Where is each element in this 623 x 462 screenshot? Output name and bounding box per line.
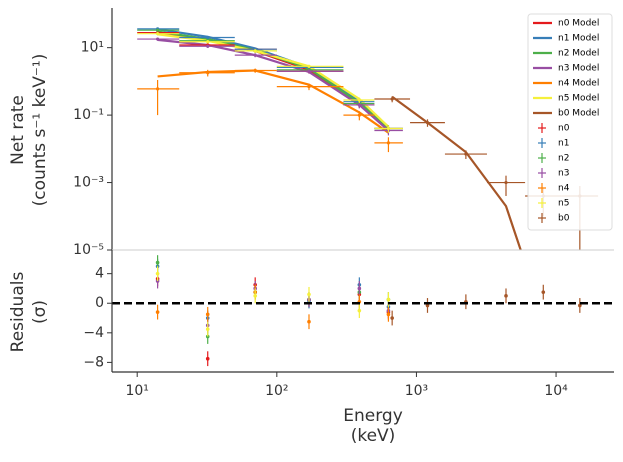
residual-point — [307, 292, 311, 297]
residual-point — [155, 310, 160, 314]
residual-y-tick-label: 0 — [95, 295, 104, 311]
residual-point — [504, 294, 508, 298]
residual-point — [253, 294, 257, 298]
y-tick-label: 10⁻¹ — [73, 107, 104, 123]
residual-point — [386, 297, 391, 302]
model-line — [157, 31, 390, 130]
data-point — [206, 35, 210, 40]
model-line — [157, 38, 390, 132]
data-point — [206, 71, 210, 75]
residual-point — [390, 316, 394, 320]
data-point — [155, 32, 160, 36]
data-point — [253, 68, 257, 73]
data-point — [425, 120, 430, 125]
residual-point — [357, 308, 362, 313]
model-line — [391, 95, 522, 250]
y-tick-label: 10⁻⁵ — [73, 242, 104, 258]
residual-point — [541, 290, 546, 294]
y-tick-label: 10¹ — [81, 40, 104, 56]
y-axis-label: Net rate — [8, 95, 28, 165]
residual-plot-area — [112, 255, 614, 367]
residual-point — [425, 303, 430, 308]
residual-point — [155, 260, 160, 265]
residual-point — [205, 312, 210, 317]
legend-label: n3 — [558, 169, 569, 179]
x-axis-label: Energy — [343, 406, 403, 426]
data-point — [386, 141, 391, 145]
legend-label: n0 Model — [558, 19, 599, 29]
legend-label: n1 Model — [558, 34, 599, 44]
data-point — [307, 64, 311, 68]
data-point — [155, 37, 160, 41]
data-point — [253, 53, 257, 57]
x-axis-label: (keV) — [351, 426, 396, 446]
data-point — [206, 44, 210, 48]
legend-label: n1 — [558, 139, 569, 149]
residual-point — [155, 279, 160, 283]
data-point — [307, 69, 311, 73]
legend-label: n2 — [558, 154, 569, 164]
data-point — [357, 113, 361, 117]
data-point — [357, 98, 361, 102]
y-tick-label: 10⁻³ — [73, 175, 104, 191]
residual-point — [357, 286, 362, 291]
legend-label: n3 Model — [558, 64, 599, 74]
residual-point — [205, 327, 210, 331]
residual-point — [578, 303, 582, 308]
legend-box — [527, 13, 613, 231]
top-plot-area — [137, 27, 599, 250]
residual-point — [307, 319, 311, 324]
data-point — [386, 126, 391, 131]
data-point — [307, 85, 311, 89]
y-axis-label: (σ) — [30, 300, 50, 324]
residual-point — [205, 356, 210, 361]
legend-label: n4 — [558, 184, 570, 194]
x-tick-label: 10³ — [405, 383, 428, 399]
data-point — [504, 180, 508, 185]
data-point — [253, 49, 257, 53]
data-point — [357, 103, 361, 107]
y-axis-label: (counts s⁻¹ keV⁻¹) — [30, 54, 50, 207]
data-point — [155, 87, 160, 91]
x-tick-label: 10¹ — [125, 383, 148, 399]
residual-y-tick-label: −8 — [83, 354, 104, 370]
residual-y-tick-label: 4 — [95, 266, 104, 282]
residual-point — [155, 271, 160, 276]
data-point — [390, 97, 394, 101]
y-axis-label: Residuals — [8, 272, 28, 353]
x-tick-label: 10² — [265, 383, 288, 399]
legend-label: n2 Model — [558, 49, 599, 59]
legend-label: b0 Model — [558, 109, 599, 119]
residual-point — [386, 312, 391, 317]
x-tick-label: 10⁴ — [544, 383, 568, 399]
data-point — [155, 28, 160, 32]
axes: 10¹ 10² 10³ 10⁴10¹10⁻¹10⁻³10⁻⁵40−4−8Energy(… — [8, 8, 614, 446]
model-line — [157, 33, 390, 128]
data-point — [206, 40, 210, 44]
legend-label: n4 Model — [558, 79, 599, 89]
data-point — [464, 152, 468, 156]
legend-label: n5 — [558, 199, 569, 209]
legend-label: n5 Model — [558, 94, 599, 104]
legend-label: b0 — [558, 214, 570, 224]
legend-label: n0 — [558, 124, 570, 134]
residual-y-tick-label: −4 — [83, 325, 104, 341]
